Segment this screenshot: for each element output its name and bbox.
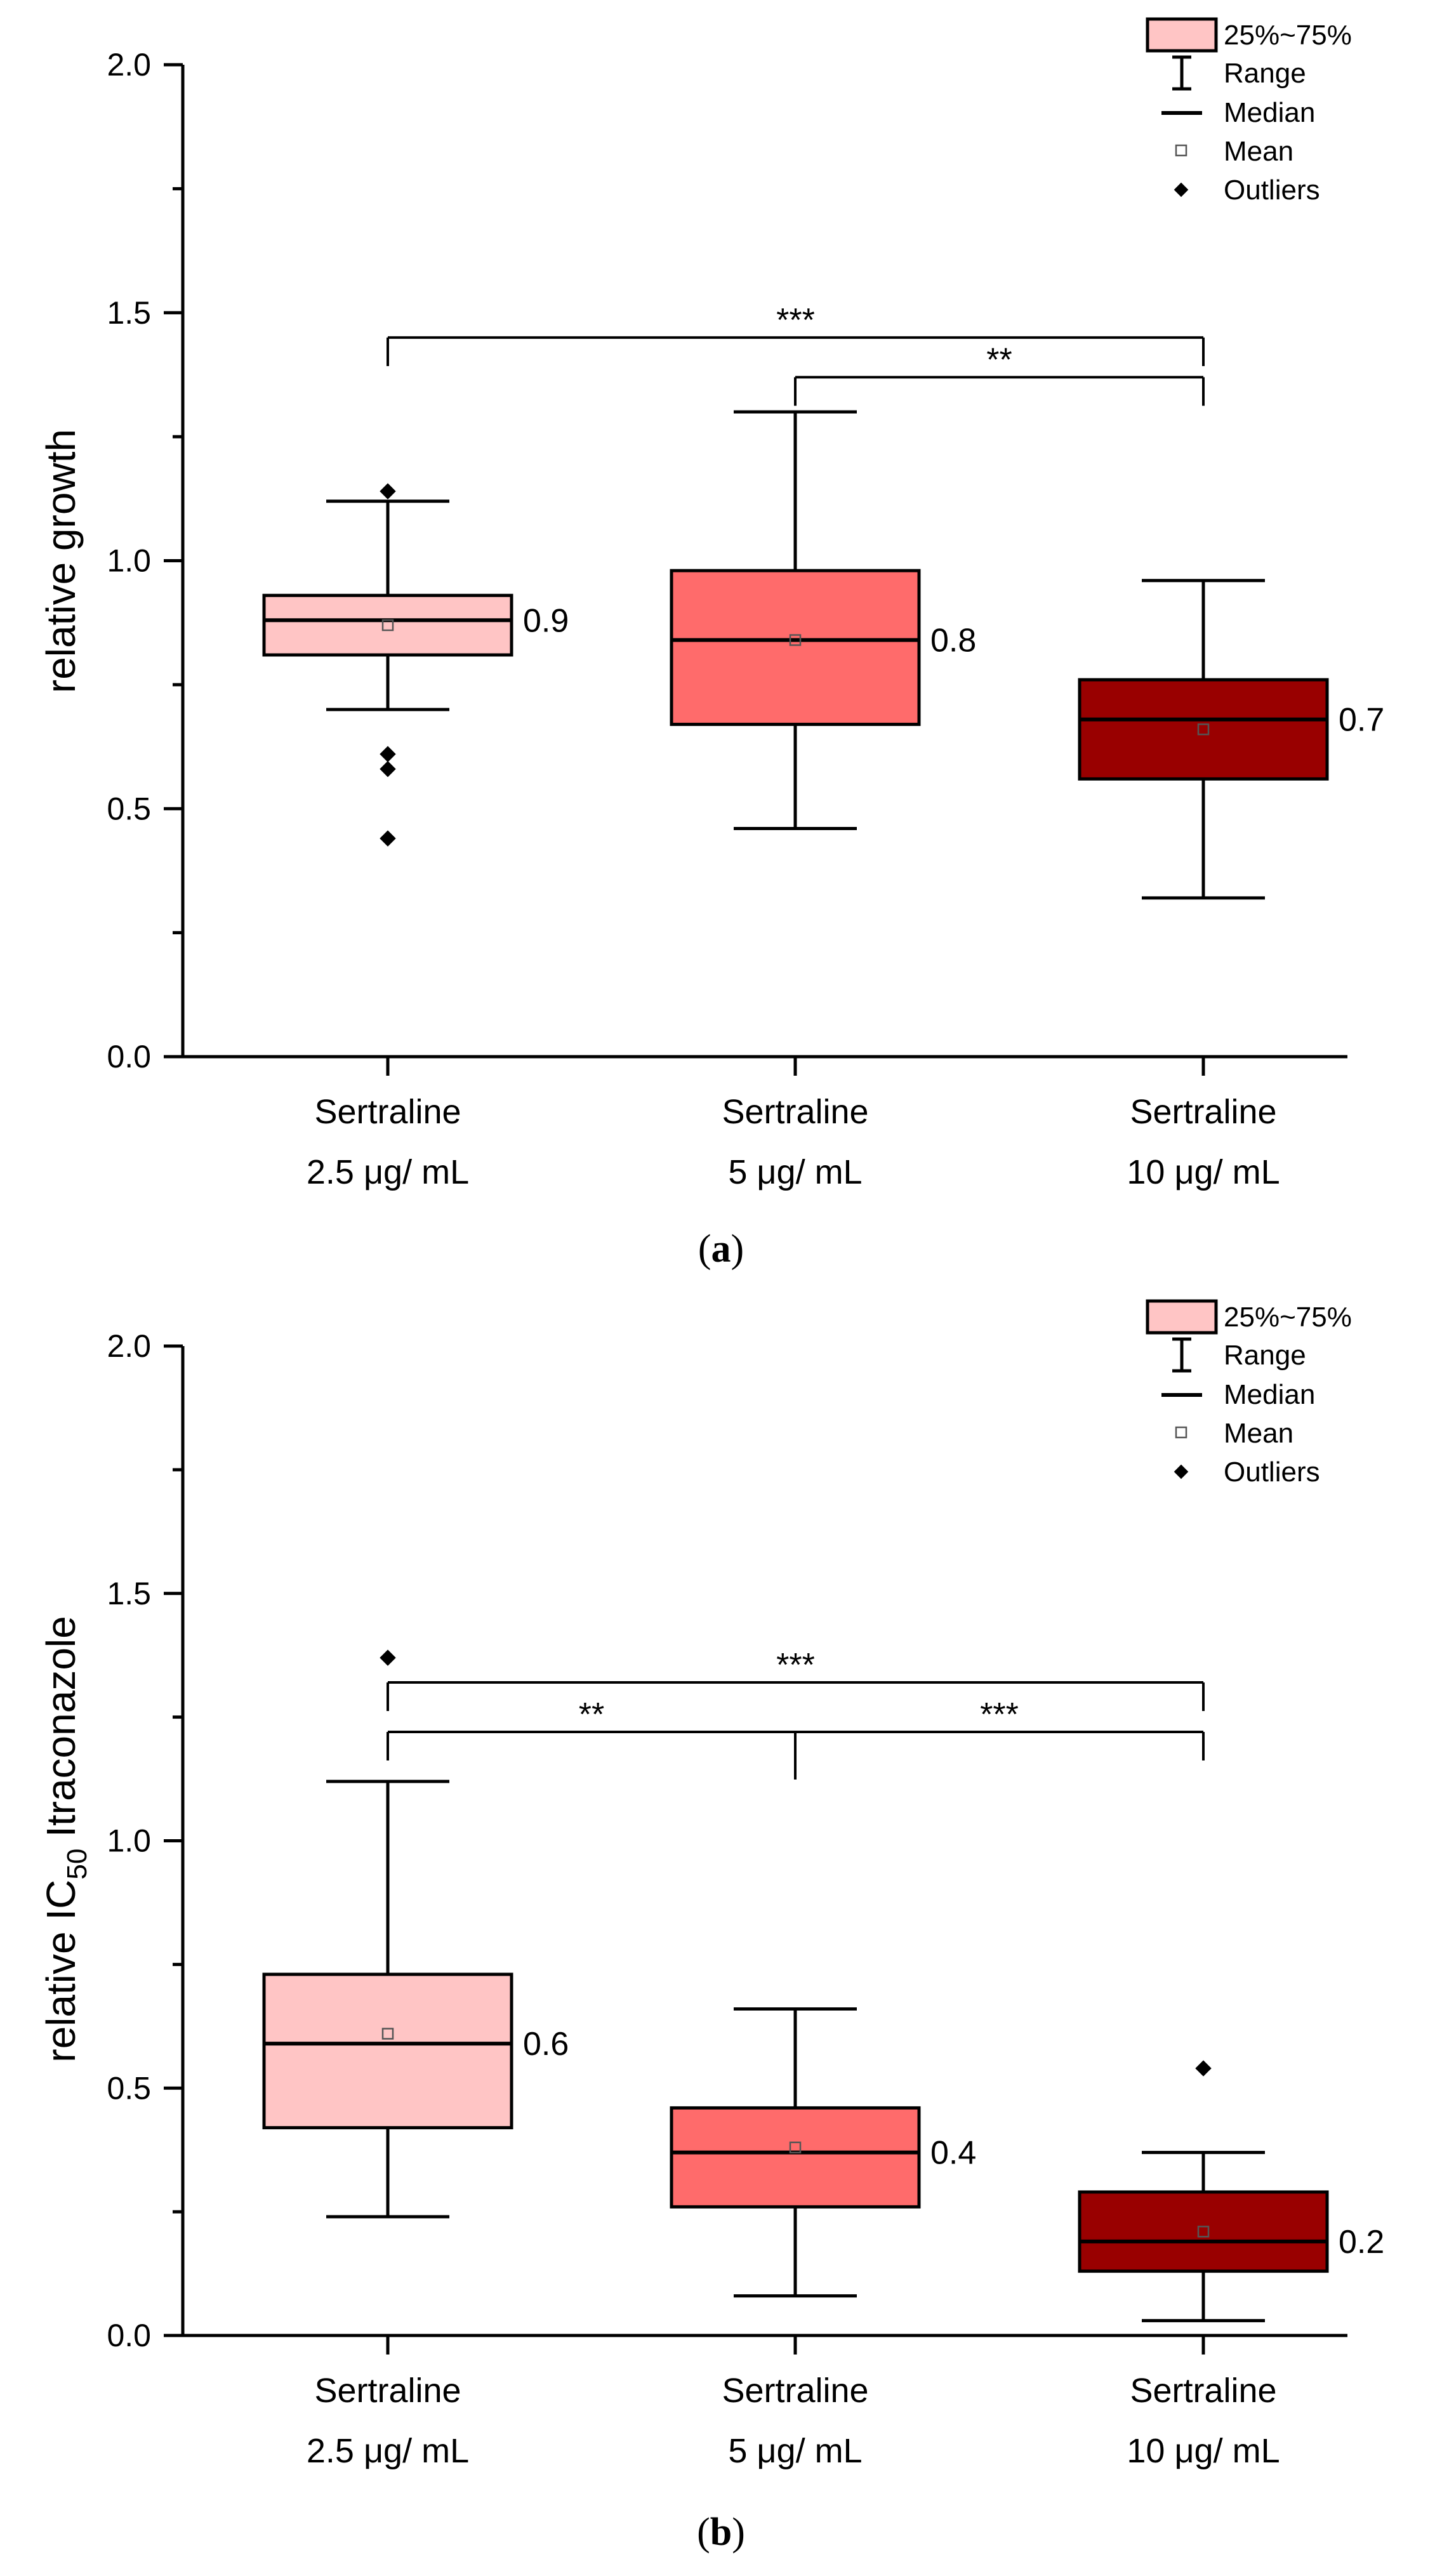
box-plot-2: 0.8 bbox=[670, 410, 976, 831]
x-tick-label: 5 μg/ mL bbox=[728, 1153, 862, 1191]
legend-range-label: Range bbox=[1224, 1340, 1306, 1371]
legend-box-swatch bbox=[1146, 17, 1218, 53]
iqr-box bbox=[670, 2106, 921, 2209]
x-ticks: Sertraline 2.5 μg/ mL Sertraline 5 μg/ mL Se… bbox=[307, 2335, 1280, 2470]
significance-label: *** bbox=[980, 1696, 1019, 1733]
legend-median-label: Median bbox=[1224, 1379, 1315, 1410]
x-tick-label: Sertraline bbox=[1130, 2372, 1276, 2410]
y-tick-label: 0.0 bbox=[107, 1039, 151, 1074]
significance-bracket: *** bbox=[387, 1647, 1205, 1712]
y-tick-label: 1.5 bbox=[107, 295, 151, 331]
mean-marker bbox=[381, 2028, 394, 2040]
y-tick-label: 1.0 bbox=[107, 543, 151, 579]
box-plots: 0.6 0.4 0.2 bbox=[262, 1649, 1384, 2323]
significance-brackets: ***** bbox=[387, 302, 1205, 406]
legend-box-label: 25%~75% bbox=[1224, 20, 1352, 51]
y-tick-label: 0.0 bbox=[107, 2318, 151, 2353]
box-plot-3: 0.7 bbox=[1078, 579, 1384, 900]
x-tick-label: 5 μg/ mL bbox=[728, 2432, 862, 2470]
legend-outliers-label: Outliers bbox=[1224, 175, 1320, 206]
box-plot-1: 0.6 bbox=[262, 1649, 569, 2219]
legend-box-label: 25%~75% bbox=[1224, 1302, 1352, 1333]
legend-box-swatch bbox=[1146, 1299, 1218, 1335]
data-label: 0.6 bbox=[523, 2026, 569, 2063]
outlier-point bbox=[380, 746, 396, 763]
significance-label: ** bbox=[579, 1696, 604, 1733]
mean-marker bbox=[789, 2141, 802, 2154]
x-tick-label: 2.5 μg/ mL bbox=[307, 2432, 469, 2470]
box-plot-3: 0.2 bbox=[1078, 2060, 1384, 2323]
legend-outlier-icon bbox=[1174, 182, 1189, 197]
significance-label: *** bbox=[776, 1647, 815, 1684]
legend-range-icon bbox=[1172, 55, 1191, 91]
significance-bracket: ** bbox=[794, 341, 1205, 406]
mean-marker bbox=[381, 619, 394, 631]
legend-range-label: Range bbox=[1224, 58, 1306, 89]
y-tick-label: 1.0 bbox=[107, 1823, 151, 1859]
iqr-box bbox=[262, 1972, 513, 2130]
legend-mean-label: Mean bbox=[1224, 136, 1293, 167]
data-label: 0.7 bbox=[1339, 702, 1384, 739]
outlier-point bbox=[380, 761, 396, 777]
x-tick-label: Sertraline bbox=[314, 2372, 461, 2410]
legend-outlier-icon bbox=[1174, 1464, 1189, 1479]
significance-bracket: ** bbox=[387, 1696, 797, 1761]
legend: 25%~75% Range Median Mean Outliers bbox=[1146, 17, 1352, 206]
iqr-box bbox=[1078, 678, 1329, 781]
box-plots: 0.9 0.8 0.7 bbox=[262, 410, 1384, 900]
iqr-box bbox=[1078, 2190, 1329, 2273]
y-ticks: 0.0 0.5 1.0 1.5 2.0 bbox=[107, 1328, 183, 2353]
legend-range-icon bbox=[1172, 1337, 1191, 1373]
legend: 25%~75% Range Median Mean Outliers bbox=[1146, 1299, 1352, 1488]
x-tick-label: Sertraline bbox=[1130, 1093, 1276, 1131]
data-label: 0.8 bbox=[930, 623, 976, 659]
legend-mean-icon bbox=[1175, 1426, 1187, 1439]
mean-marker bbox=[1197, 2226, 1210, 2238]
legend-mean-icon bbox=[1175, 144, 1187, 157]
y-tick-label: 1.5 bbox=[107, 1576, 151, 1611]
y-tick-label: 2.0 bbox=[107, 47, 151, 83]
significance-bracket: *** bbox=[794, 1696, 1205, 1761]
y-tick-label: 0.5 bbox=[107, 791, 151, 826]
x-tick-label: 2.5 μg/ mL bbox=[307, 1153, 469, 1191]
y-tick-label: 2.0 bbox=[107, 1328, 151, 1364]
legend-outliers-label: Outliers bbox=[1224, 1456, 1320, 1488]
mean-marker bbox=[1197, 723, 1210, 736]
outlier-point bbox=[1195, 2060, 1212, 2077]
significance-label: *** bbox=[776, 302, 815, 339]
x-tick-label: Sertraline bbox=[314, 1093, 461, 1131]
y-axis-label: relative growth bbox=[38, 429, 84, 693]
significance-bracket: *** bbox=[387, 302, 1205, 366]
x-ticks: Sertraline 2.5 μg/ mL Sertraline 5 μg/ mL Se… bbox=[307, 1057, 1280, 1191]
iqr-box bbox=[262, 593, 513, 657]
data-label: 0.2 bbox=[1339, 2224, 1384, 2261]
y-tick-label: 0.5 bbox=[107, 2070, 151, 2106]
mean-marker bbox=[789, 634, 802, 646]
data-label: 0.4 bbox=[930, 2135, 976, 2172]
outlier-point bbox=[380, 483, 396, 499]
panel-label: (a) bbox=[698, 1227, 744, 1271]
x-tick-label: Sertraline bbox=[722, 1093, 868, 1131]
significance-brackets: ***** *** bbox=[387, 1647, 1205, 1780]
legend-mean-label: Mean bbox=[1224, 1418, 1293, 1449]
y-axis-label: relative IC50 Itraconazole bbox=[38, 1616, 93, 2062]
box-plot-1: 0.9 bbox=[262, 483, 569, 847]
x-tick-label: Sertraline bbox=[722, 2372, 868, 2410]
outlier-point bbox=[380, 1649, 396, 1666]
outlier-point bbox=[380, 830, 396, 847]
iqr-box bbox=[670, 569, 921, 726]
data-label: 0.9 bbox=[523, 602, 569, 639]
significance-label: ** bbox=[986, 341, 1012, 378]
x-tick-label: 10 μg/ mL bbox=[1127, 1153, 1280, 1191]
panel-label: (b) bbox=[697, 2511, 745, 2554]
y-ticks: 0.0 0.5 1.0 1.5 2.0 bbox=[107, 47, 183, 1074]
box-plot-2: 0.4 bbox=[670, 2007, 976, 2298]
x-tick-label: 10 μg/ mL bbox=[1127, 2432, 1280, 2470]
legend-median-label: Median bbox=[1224, 97, 1315, 128]
